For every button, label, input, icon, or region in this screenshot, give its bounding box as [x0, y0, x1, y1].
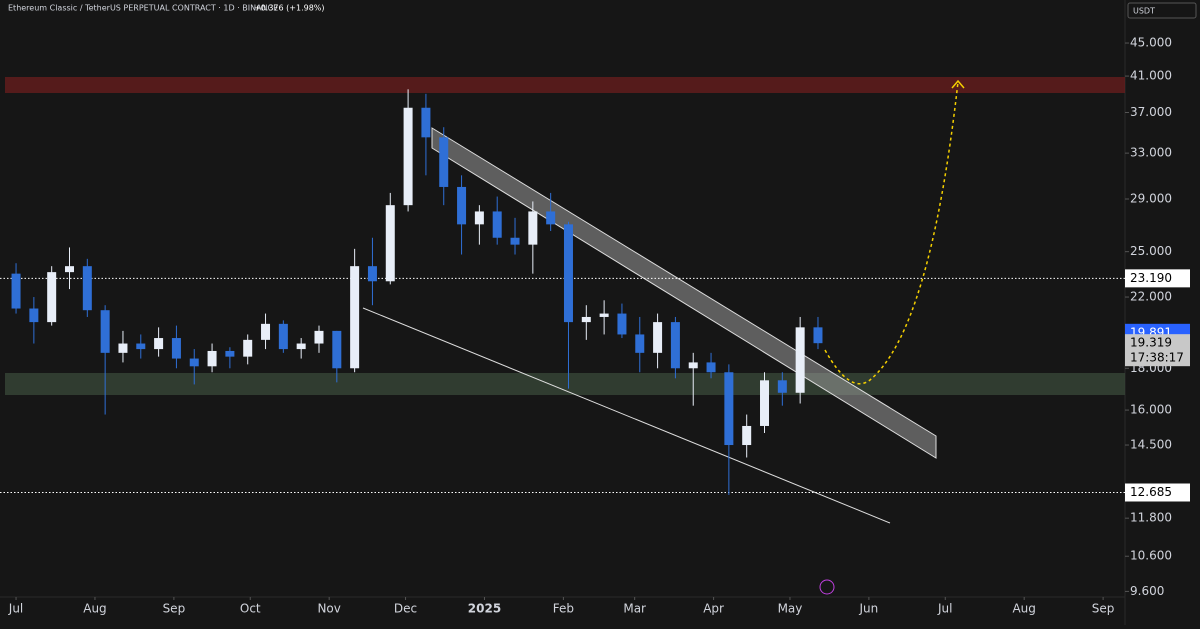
x-tick-label: Jul: [937, 602, 952, 616]
y-tick-label: 29.000: [1130, 191, 1172, 205]
y-tick-label: 11.800: [1130, 511, 1172, 525]
currency[interactable]: USDT: [1133, 7, 1155, 16]
candle-body: [439, 137, 449, 187]
candle-body: [653, 322, 663, 353]
y-tick-label: 22.000: [1130, 290, 1172, 304]
y-tick-label: 41.000: [1130, 69, 1172, 83]
candle-body: [82, 266, 92, 311]
x-tick-label: Nov: [317, 602, 340, 616]
price-level-box: [1125, 269, 1190, 288]
candle-body: [813, 327, 823, 344]
candle-body: [795, 327, 805, 393]
symbol-title: Ethereum Classic / TetherUS PERPETUAL CO…: [8, 4, 278, 13]
candle-body: [118, 343, 128, 353]
x-tick-label: Aug: [83, 602, 106, 616]
y-tick-label: 25.000: [1130, 244, 1172, 258]
x-tick-label: Apr: [703, 602, 724, 616]
candle-body: [47, 272, 57, 323]
candle-body: [154, 338, 164, 350]
candle-body: [171, 338, 181, 359]
candle-body: [403, 107, 413, 206]
x-tick-label: 2025: [468, 602, 501, 616]
candle-body: [29, 308, 39, 323]
resistance-zone: [5, 77, 1125, 93]
candle-body: [635, 334, 645, 353]
candle-body: [136, 343, 146, 350]
candle-body: [385, 205, 395, 282]
candle-body: [688, 362, 698, 369]
price-change: +0.376 (+1.98%): [254, 4, 325, 13]
candle-body: [510, 237, 520, 245]
candle-body: [563, 224, 573, 323]
countdown: 17:38:17: [1130, 351, 1184, 365]
candle-body: [350, 266, 360, 369]
y-tick-label: 16.000: [1130, 403, 1172, 417]
y-tick-label: 9.600: [1130, 584, 1164, 598]
last-price-label: 19.319: [1130, 336, 1172, 350]
x-tick-label: Feb: [553, 602, 574, 616]
candle-body: [261, 323, 271, 340]
x-tick-label: Sep: [163, 602, 186, 616]
candle-body: [11, 273, 21, 309]
candle-body: [581, 316, 591, 323]
candle-body: [760, 380, 770, 426]
x-tick-label: Mar: [623, 602, 646, 616]
trend-line: [362, 307, 891, 524]
candle-body: [207, 350, 217, 367]
y-tick-label: 10.600: [1130, 549, 1172, 563]
price-level-label: 23.190: [1130, 271, 1172, 285]
x-tick-label: Jun: [859, 602, 879, 616]
candle-body: [314, 330, 324, 344]
y-tick-label: 14.500: [1130, 438, 1172, 452]
x-tick-label: Jul: [8, 602, 23, 616]
candle-body: [724, 372, 734, 446]
channel: [431, 127, 937, 459]
candle-body: [617, 313, 627, 335]
candle-body: [742, 425, 752, 446]
candle-body: [278, 323, 288, 350]
candle-body: [546, 211, 556, 225]
candle-body: [296, 343, 306, 350]
event-icon: [819, 579, 835, 595]
last-price-box: [1125, 334, 1190, 367]
candle-body: [492, 211, 502, 238]
price-level-label: 12.685: [1130, 485, 1172, 499]
candle-body: [332, 330, 342, 369]
x-tick-label: Aug: [1012, 602, 1035, 616]
candle-body: [706, 362, 716, 373]
candle-body: [777, 380, 787, 393]
y-tick-label: 33.000: [1130, 146, 1172, 160]
candle-body: [457, 186, 467, 225]
candle-body: [421, 107, 431, 138]
candle-body: [243, 339, 253, 357]
candle-body: [474, 211, 484, 225]
candle-body: [670, 322, 680, 369]
y-tick-label: 37.000: [1130, 105, 1172, 119]
candle-body: [367, 266, 377, 282]
support-zone: [5, 373, 1125, 395]
candle-body: [599, 313, 609, 317]
x-tick-label: May: [778, 602, 803, 616]
x-tick-label: Oct: [240, 602, 261, 616]
y-tick-label: 45.000: [1130, 36, 1172, 50]
x-tick-label: Sep: [1092, 602, 1115, 616]
candle-body: [189, 358, 199, 367]
projection-arrow: [951, 79, 965, 89]
price-level-box: [1125, 483, 1190, 502]
candle-body: [100, 310, 110, 353]
x-tick-label: Dec: [394, 602, 417, 616]
candle-body: [528, 211, 538, 245]
currency-box[interactable]: [1127, 2, 1197, 19]
candle-body: [65, 266, 75, 273]
candle-body: [225, 350, 235, 357]
projection-path: [824, 81, 959, 385]
